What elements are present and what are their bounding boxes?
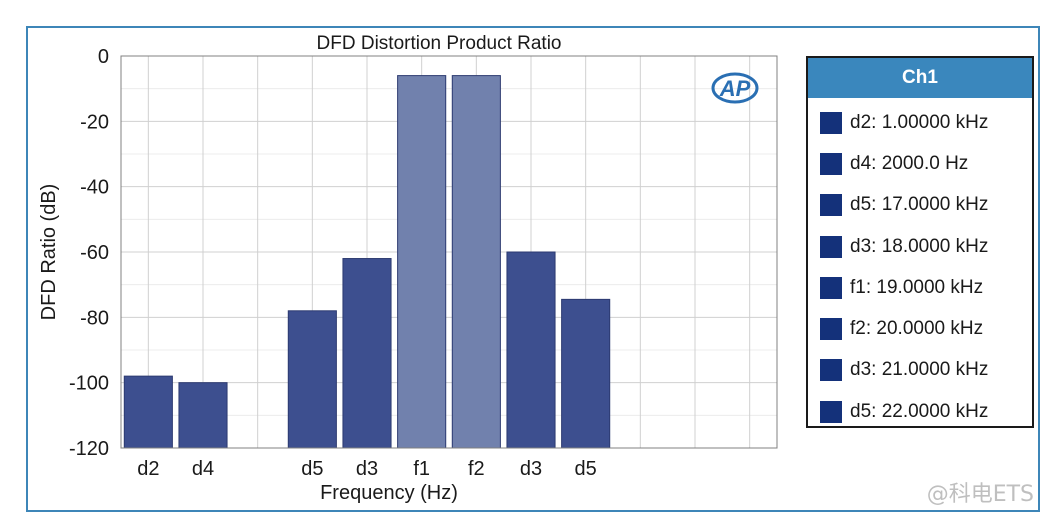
legend-item-label: d3: 21.0000 kHz [850, 359, 989, 381]
plot-border [120, 55, 778, 449]
watermark-text: @科电ETS [926, 482, 1034, 507]
x-tick-label: d5 [301, 458, 323, 480]
legend-swatch [820, 400, 842, 423]
x-axis-label: Frequency (Hz) [320, 482, 458, 504]
legend-item-label: f2: 20.0000 kHz [850, 318, 984, 340]
legend-swatch [820, 276, 842, 299]
legend-items: d2: 1.00000 kHz d4: 2000.0 Hz d5: 17.000… [808, 98, 1032, 432]
bar-d4 [178, 382, 228, 449]
legend-item: d5: 17.0000 kHz [808, 185, 1032, 226]
x-tick-label: f1 [413, 458, 430, 480]
legend-swatch [820, 235, 842, 258]
legend-item: d2: 1.00000 kHz [808, 102, 1032, 143]
bar-d2 [123, 375, 173, 449]
y-tick-label: -20 [80, 111, 109, 133]
legend-item-label: d5: 17.0000 kHz [850, 194, 989, 216]
bar-d5 [561, 298, 611, 449]
y-tick-label: -40 [80, 177, 109, 199]
x-tick-label: d2 [137, 458, 159, 480]
bar-f1 [397, 75, 447, 449]
legend-item: d3: 18.0000 kHz [808, 226, 1032, 267]
bar-f2 [451, 75, 501, 449]
x-tick-label: d3 [520, 458, 542, 480]
legend-item-label: d3: 18.0000 kHz [850, 235, 989, 257]
legend-panel: Ch1 d2: 1.00000 kHz d4: 2000.0 Hz d5: 17… [806, 56, 1034, 428]
y-tick-label: -100 [69, 373, 109, 395]
y-tick-label: 0 [98, 46, 109, 68]
ap-logo-text: AP [719, 76, 751, 101]
legend-item-label: d4: 2000.0 Hz [850, 152, 969, 174]
x-tick-label: f2 [468, 458, 485, 480]
x-tick-label: d3 [356, 458, 378, 480]
y-tick-label: -80 [80, 307, 109, 329]
x-tick-label: d5 [575, 458, 597, 480]
legend-swatch [820, 111, 842, 134]
legend-item-label: d2: 1.00000 kHz [850, 111, 989, 133]
legend-item-label: d5: 22.0000 kHz [850, 400, 989, 422]
legend-title: Ch1 [808, 58, 1032, 98]
legend-item: d3: 21.0000 kHz [808, 350, 1032, 391]
legend-item: f1: 19.0000 kHz [808, 267, 1032, 308]
y-tick-label: -60 [80, 242, 109, 264]
legend-item-label: f1: 19.0000 kHz [850, 276, 984, 298]
legend-swatch [820, 194, 842, 217]
bar-d3 [506, 251, 556, 449]
y-tick-label: -120 [69, 438, 109, 460]
chart-title: DFD Distortion Product Ratio [317, 33, 562, 54]
bar-d5 [287, 310, 337, 449]
legend-item: f2: 20.0000 kHz [808, 308, 1032, 349]
legend-swatch [820, 318, 842, 341]
ap-logo-icon [711, 72, 759, 104]
bar-d3 [342, 258, 392, 449]
legend-item: d5: 22.0000 kHz [808, 391, 1032, 432]
legend-item: d4: 2000.0 Hz [808, 143, 1032, 184]
x-tick-label: d4 [192, 458, 214, 480]
legend-swatch [820, 152, 842, 175]
y-axis-label: DFD Ratio (dB) [38, 184, 60, 321]
legend-swatch [820, 359, 842, 382]
